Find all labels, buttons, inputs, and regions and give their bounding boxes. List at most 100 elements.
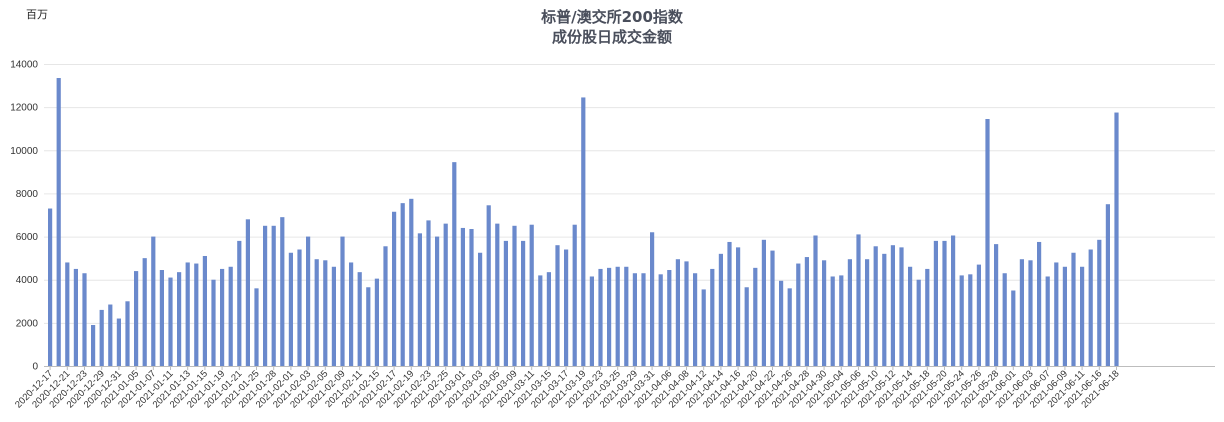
bar xyxy=(125,301,130,366)
bar xyxy=(460,227,465,366)
y-tick-label: 0 xyxy=(32,362,38,373)
bar xyxy=(908,266,913,366)
bar xyxy=(134,271,139,366)
bar xyxy=(744,287,749,366)
bar xyxy=(366,287,371,366)
bar xyxy=(865,259,870,366)
bar xyxy=(710,268,715,366)
bar xyxy=(159,270,164,366)
bar xyxy=(297,249,302,366)
bar xyxy=(770,250,775,366)
bar xyxy=(82,273,87,366)
bar xyxy=(1097,239,1102,366)
bar xyxy=(675,259,680,366)
bar xyxy=(1088,249,1093,366)
bar xyxy=(478,252,483,366)
y-tick-label: 4000 xyxy=(16,275,39,286)
bar xyxy=(1062,266,1067,366)
bar xyxy=(177,272,182,366)
bar xyxy=(245,219,250,366)
bar xyxy=(65,262,70,366)
bar xyxy=(830,276,835,366)
bar xyxy=(469,229,474,366)
bar xyxy=(727,241,732,366)
bar xyxy=(486,205,491,366)
bar xyxy=(650,232,655,366)
bar xyxy=(564,249,569,366)
bar xyxy=(503,240,508,366)
bar xyxy=(693,273,698,366)
chart-title-line-2: 成份股日成交金额 xyxy=(552,28,672,46)
bar xyxy=(615,266,620,366)
bar xyxy=(340,236,345,366)
y-tick-label: 14000 xyxy=(10,60,38,71)
bar xyxy=(151,236,156,366)
bar xyxy=(942,240,947,366)
bar xyxy=(718,253,723,366)
bar xyxy=(684,261,689,366)
x-axis-ticks: 2020-12-172020-12-212020-12-232020-12-29… xyxy=(13,366,1122,410)
bar xyxy=(658,274,663,366)
bar xyxy=(452,162,457,366)
bar xyxy=(951,235,956,366)
bar xyxy=(73,268,78,366)
bar xyxy=(538,275,543,366)
bar xyxy=(882,253,887,366)
bar xyxy=(968,274,973,366)
bar xyxy=(142,258,147,366)
bar xyxy=(839,275,844,366)
bar xyxy=(976,264,981,366)
bar xyxy=(607,267,612,366)
bar xyxy=(1037,241,1042,366)
y-tick-label: 12000 xyxy=(10,103,38,114)
bar xyxy=(349,262,354,366)
bar xyxy=(409,198,414,366)
bar xyxy=(796,263,801,366)
bar xyxy=(529,224,534,366)
bar xyxy=(624,266,629,366)
bar xyxy=(443,223,448,366)
y-tick-label: 10000 xyxy=(10,146,38,157)
bar xyxy=(211,279,216,366)
bar xyxy=(263,225,268,366)
bar xyxy=(383,246,388,366)
bar xyxy=(572,224,577,366)
bar xyxy=(426,220,431,366)
bar xyxy=(925,268,930,366)
bar xyxy=(761,239,766,366)
bar xyxy=(1045,276,1050,366)
bar xyxy=(1114,112,1119,366)
bar xyxy=(856,234,861,366)
bar xyxy=(237,240,242,366)
bar xyxy=(314,259,319,366)
bar xyxy=(108,304,113,366)
bar xyxy=(417,233,422,366)
bar xyxy=(847,259,852,366)
bar xyxy=(804,257,809,366)
bar xyxy=(374,278,379,366)
bar xyxy=(1071,252,1076,366)
y-tick-label: 2000 xyxy=(16,318,39,329)
bar xyxy=(271,225,276,366)
y-tick-label: 8000 xyxy=(16,189,39,200)
bar xyxy=(873,246,878,366)
bar xyxy=(254,288,259,366)
bar xyxy=(1002,273,1007,366)
bar xyxy=(495,223,500,366)
bar xyxy=(392,211,397,366)
chart-title-line-1: 标普/澳交所200指数 xyxy=(540,8,684,26)
bar xyxy=(194,263,199,366)
bar xyxy=(589,276,594,366)
bar xyxy=(280,217,285,366)
bar xyxy=(202,255,207,366)
bar xyxy=(168,277,173,366)
bar xyxy=(632,273,637,366)
bar xyxy=(598,268,603,366)
bar xyxy=(555,245,560,366)
bar-series xyxy=(48,78,1119,367)
bar xyxy=(1054,262,1059,366)
bar xyxy=(701,289,706,366)
bar xyxy=(641,273,646,366)
bar xyxy=(228,266,233,366)
